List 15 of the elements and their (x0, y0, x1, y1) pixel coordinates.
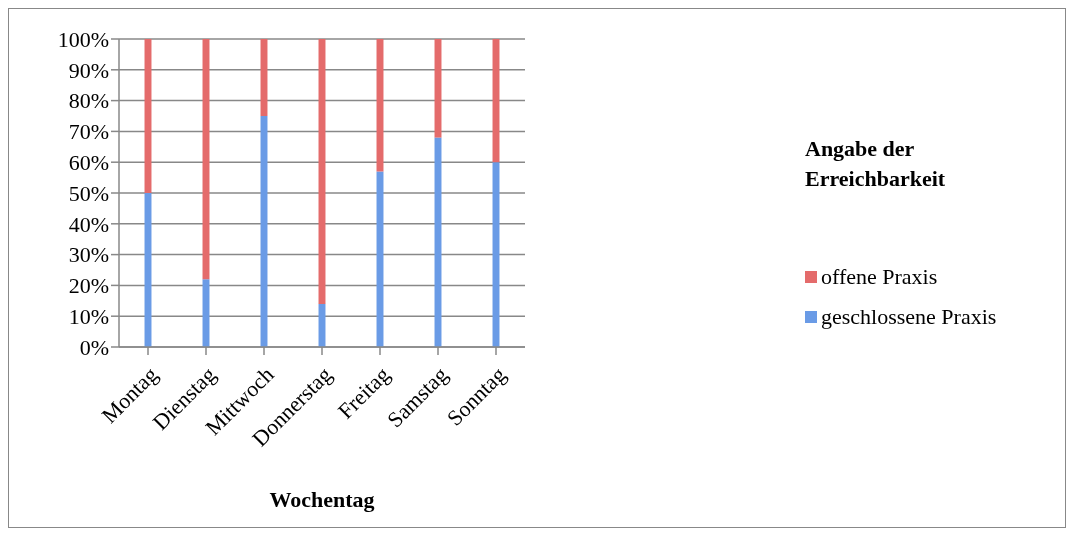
y-tick-label: 100% (57, 26, 109, 52)
y-tick-label: 90% (68, 57, 109, 83)
y-tick-label: 80% (68, 88, 109, 114)
x-axis-title: Wochentag (269, 487, 375, 512)
y-tick-label: 60% (68, 150, 109, 176)
y-tick-label: 70% (68, 119, 109, 145)
y-tick-label: 30% (68, 242, 109, 268)
y-tick-label: 50% (68, 180, 109, 206)
legend-label: geschlossene Praxis (821, 304, 997, 330)
y-tick-label: 20% (68, 273, 109, 299)
y-tick-label: 10% (68, 304, 109, 330)
y-tick-label: 40% (68, 211, 109, 237)
y-tick-label: 0% (79, 334, 109, 360)
legend-label: offene Praxis (821, 264, 938, 290)
legend-title: Angabe der Erreichbarkeit (805, 135, 947, 193)
